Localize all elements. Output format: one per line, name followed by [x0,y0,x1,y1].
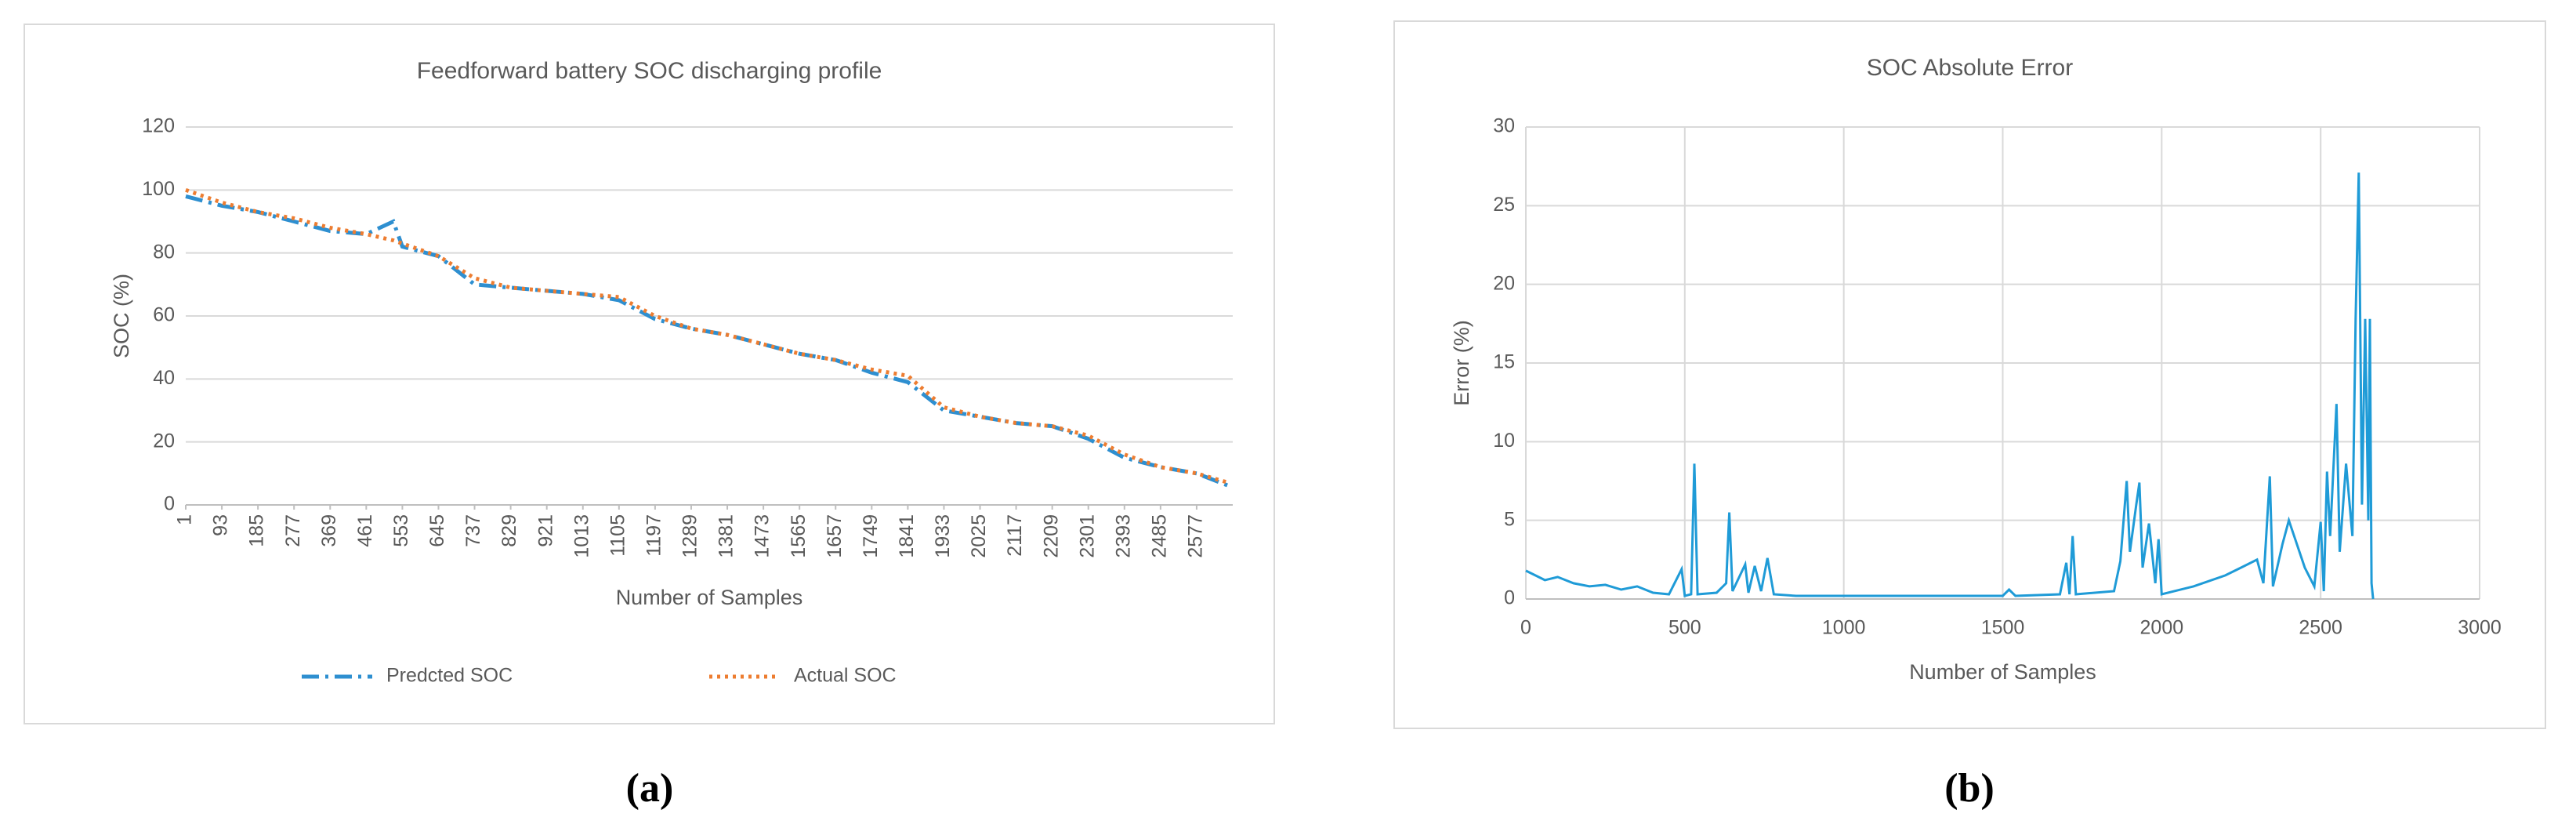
y-tick-label: 20 [153,430,175,452]
x-tick-label: 2025 [968,514,990,558]
x-tick-label: 1657 [824,514,846,558]
x-tick-label: 1841 [896,514,918,558]
x-tick-label: 2000 [2140,617,2184,639]
x-tick-label: 1381 [716,514,737,558]
x-tick-label: 500 [1668,617,1701,639]
x-tick-label: 829 [498,514,520,547]
x-tick-label: 0 [1520,617,1531,639]
chart-frame [1393,20,2546,729]
x-tick-label: 1473 [752,514,774,558]
y-tick-label: 10 [1493,430,1515,452]
x-tick-label: 1565 [788,514,810,558]
chart-title: Feedforward battery SOC discharging prof… [417,58,882,84]
x-tick-label: 1105 [607,514,629,557]
y-axis-label: Error (%) [1450,320,1473,406]
x-tick-label: 2500 [2299,617,2342,639]
y-axis-label: SOC (%) [110,274,133,358]
x-tick-label: 645 [426,514,448,547]
y-tick-label: 15 [1493,351,1515,373]
x-tick-label: 1 [174,514,196,525]
x-tick-label: 1197 [643,514,665,557]
y-tick-label: 40 [153,367,175,389]
x-tick-label: 737 [462,514,484,547]
panel-label: (b) [1944,766,1994,811]
panel-label: (a) [626,766,674,811]
x-tick-label: 1289 [679,514,701,558]
x-tick-label: 2393 [1112,514,1134,558]
y-tick-label: 20 [1493,272,1515,294]
series-line [1525,172,2375,600]
chart-frame [24,24,1275,724]
x-tick-label: 1000 [1822,617,1866,639]
x-tick-label: 1500 [1981,617,2025,639]
x-tick-label: 1933 [932,514,954,558]
y-tick-label: 0 [1504,587,1515,609]
y-tick-label: 5 [1504,508,1515,530]
y-tick-label: 80 [153,241,175,263]
x-tick-label: 277 [282,514,304,547]
x-tick-label: 93 [210,514,232,536]
y-tick-label: 25 [1493,194,1515,216]
legend-label: Predcted SOC [386,665,513,687]
y-tick-label: 100 [142,178,175,200]
series-line [185,187,1230,485]
x-axis-label: Number of Samples [616,586,803,609]
x-tick-label: 2577 [1185,514,1207,558]
x-tick-label: 2117 [1004,514,1026,557]
x-tick-label: 2301 [1076,514,1098,558]
x-tick-label: 921 [534,514,556,547]
x-tick-label: 553 [390,514,412,547]
x-tick-label: 2485 [1148,514,1170,558]
y-tick-label: 120 [142,115,175,137]
x-axis-label: Number of Samples [1909,660,2096,684]
x-tick-label: 185 [246,514,268,547]
x-tick-label: 1749 [860,514,882,558]
x-tick-label: 2209 [1040,514,1062,558]
y-tick-label: 30 [1493,115,1515,137]
x-tick-label: 1013 [571,514,592,558]
x-tick-label: 3000 [2458,617,2502,639]
y-tick-label: 60 [153,304,175,326]
y-tick-label: 0 [164,493,175,515]
chart-title: SOC Absolute Error [1867,55,2073,81]
x-tick-label: 369 [318,514,340,547]
legend-label: Actual SOC [794,665,897,687]
x-tick-label: 461 [354,514,376,547]
